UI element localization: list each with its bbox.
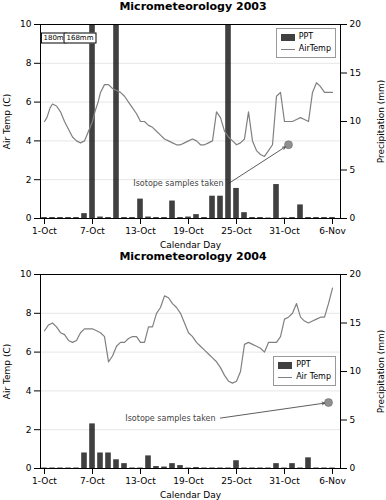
svg-text:2: 2 xyxy=(26,425,32,435)
svg-text:25-Oct: 25-Oct xyxy=(221,226,252,236)
svg-text:Isotope samples taken: Isotope samples taken xyxy=(125,414,215,423)
svg-text:4: 4 xyxy=(26,136,32,146)
svg-text:6: 6 xyxy=(26,97,32,107)
svg-text:10: 10 xyxy=(20,19,32,29)
svg-text:8: 8 xyxy=(26,308,32,318)
svg-text:5: 5 xyxy=(350,165,356,175)
html-text:Micrometeorology 2004: Micrometeorology 2004 xyxy=(119,250,267,263)
svg-text:6: 6 xyxy=(26,347,32,357)
svg-text:0: 0 xyxy=(26,213,32,223)
svg-text:13-Oct: 13-Oct xyxy=(125,476,156,486)
svg-text:8: 8 xyxy=(26,58,32,68)
svg-text:Precipitation (mm): Precipitation (mm) xyxy=(376,330,386,414)
html-text:PPT: PPT xyxy=(296,360,311,369)
svg-text:Air Temp (C): Air Temp (C) xyxy=(2,94,12,149)
svg-text:Isotope samples taken: Isotope samples taken xyxy=(133,179,223,188)
svg-text:2: 2 xyxy=(26,175,32,185)
svg-text:Air Temp (C): Air Temp (C) xyxy=(2,344,12,399)
svg-text:7-Oct: 7-Oct xyxy=(80,476,105,486)
svg-text:19-Oct: 19-Oct xyxy=(173,226,204,236)
svg-text:7-Oct: 7-Oct xyxy=(80,226,105,236)
svg-text:Precipitation (mm): Precipitation (mm) xyxy=(376,80,386,164)
svg-text:5: 5 xyxy=(350,415,356,425)
html-text:Air Temp: Air Temp xyxy=(296,372,331,381)
svg-text:0: 0 xyxy=(350,463,356,473)
html-text:AirTemp: AirTemp xyxy=(298,44,331,53)
svg-text:0: 0 xyxy=(26,463,32,473)
svg-text:10: 10 xyxy=(350,116,362,126)
svg-text:Calendar Day: Calendar Day xyxy=(160,240,222,250)
svg-text:10: 10 xyxy=(20,269,32,279)
svg-text:1-Oct: 1-Oct xyxy=(32,476,57,486)
html-text:180m 168mm: 180m 168mm xyxy=(43,33,94,42)
svg-text:20: 20 xyxy=(350,19,362,29)
svg-text:31-Oct: 31-Oct xyxy=(269,476,300,486)
html-text:Micrometeorology 2003: Micrometeorology 2003 xyxy=(119,0,267,13)
svg-text:0: 0 xyxy=(350,213,356,223)
svg-text:10: 10 xyxy=(350,366,362,376)
svg-text:1-Oct: 1-Oct xyxy=(32,226,57,236)
svg-text:6-Nov: 6-Nov xyxy=(319,476,346,486)
svg-text:15: 15 xyxy=(350,68,361,78)
svg-text:6-Nov: 6-Nov xyxy=(319,226,346,236)
svg-text:Calendar Day: Calendar Day xyxy=(160,490,222,500)
svg-text:15: 15 xyxy=(350,318,361,328)
html-text:PPT: PPT xyxy=(298,32,314,41)
svg-text:20: 20 xyxy=(350,269,362,279)
svg-text:25-Oct: 25-Oct xyxy=(221,476,252,486)
svg-text:13-Oct: 13-Oct xyxy=(125,226,156,236)
svg-text:4: 4 xyxy=(26,386,32,396)
svg-text:19-Oct: 19-Oct xyxy=(173,476,204,486)
svg-text:31-Oct: 31-Oct xyxy=(269,226,300,236)
